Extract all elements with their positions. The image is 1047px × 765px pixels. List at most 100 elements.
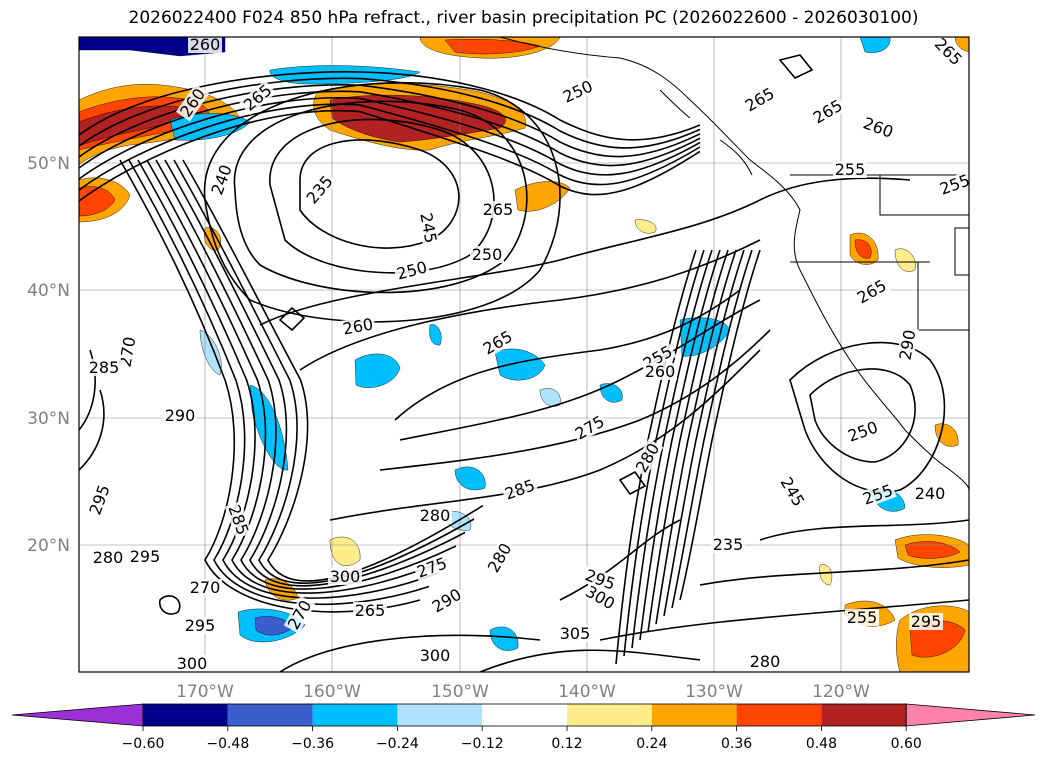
svg-text:235: 235: [713, 535, 744, 554]
neg-anomaly-mid-5: [539, 388, 561, 407]
colorbar-tick-label: 0.24: [636, 736, 667, 752]
svg-text:295: 295: [185, 616, 216, 635]
contour-300-s: [279, 634, 541, 672]
contour-label: 295: [909, 612, 943, 631]
lat-label: 20°N: [27, 536, 70, 556]
svg-text:305: 305: [560, 624, 591, 643]
contour-jet-upper: [79, 96, 701, 180]
contour-label: 260: [643, 362, 677, 381]
svg-text:285: 285: [89, 358, 120, 377]
contour-285: [329, 349, 761, 521]
contour-line: [778, 54, 814, 79]
coastline-islands: [659, 89, 753, 176]
pos-anomaly-east: [934, 423, 959, 447]
svg-text:280: 280: [420, 506, 451, 525]
svg-text:290: 290: [165, 406, 196, 425]
colorbar-tick-label: 0.60: [891, 736, 922, 752]
contour-label: 250: [558, 76, 597, 107]
svg-text:280: 280: [750, 652, 781, 671]
contour-trough-west: [137, 159, 439, 599]
lon-label: 150°W: [431, 682, 489, 702]
neg-anomaly-west-2: [249, 384, 289, 471]
lat-label: 50°N: [27, 154, 70, 174]
svg-text:295: 295: [130, 547, 161, 566]
state-borders: [790, 174, 969, 276]
contour-235-east: [759, 519, 969, 541]
neg-anomaly-mid-2: [494, 348, 546, 381]
contour-jet-upper: [79, 77, 701, 149]
contour-label: 240: [913, 484, 947, 503]
svg-text:280: 280: [93, 548, 124, 567]
contour-240-east: [809, 368, 916, 463]
latitude-labels: 50°N 40°N 30°N 20°N: [27, 154, 70, 556]
svg-text:300: 300: [177, 654, 208, 673]
contour-label: 235: [711, 535, 745, 554]
lon-label: 140°W: [558, 682, 616, 702]
svg-text:265: 265: [355, 601, 386, 620]
contour-295-se: [599, 599, 969, 641]
colorbar-bin: [397, 704, 483, 726]
contour-label: 250: [470, 245, 504, 264]
pos-anomaly-gulf-central-core: [329, 94, 506, 143]
lon-label: 160°W: [303, 682, 361, 702]
contour-295-s: [559, 519, 681, 601]
contour-coastal-front: [663, 249, 745, 617]
contour-coastal-front: [671, 249, 753, 609]
pos-anomaly-north-core: [444, 39, 541, 55]
colorbar-bin: [312, 704, 398, 726]
colorbar-bin: [821, 704, 907, 726]
contour-280: [379, 329, 771, 471]
svg-text:240: 240: [915, 484, 946, 503]
lat-label: 40°N: [27, 281, 70, 301]
contour-275: [399, 299, 761, 441]
colorbar-extend-low: [11, 703, 144, 727]
lon-label: 170°W: [176, 682, 234, 702]
colorbar-tick-label: −0.60: [122, 736, 165, 752]
colorbar-bin: [227, 704, 313, 726]
lat-lon-grid: [79, 37, 969, 672]
colorbar-tick-label: −0.12: [461, 736, 504, 752]
contour-label: 290: [895, 326, 920, 364]
contour-235: [299, 139, 460, 249]
svg-text:300: 300: [330, 567, 361, 586]
pos-anomaly-idaho: [894, 248, 916, 272]
contour-trough-west: [155, 159, 457, 590]
contour-label: 260: [188, 37, 222, 54]
pos-anomaly-baja-core: [904, 541, 961, 559]
contour-label: 265: [481, 200, 515, 219]
colorbar-bin: [567, 704, 652, 726]
svg-text:250: 250: [472, 245, 503, 264]
colorbar-bin: [736, 704, 822, 726]
contour-label: 260: [339, 314, 377, 339]
colorbar-bin: [143, 704, 228, 726]
contour-coastal-front: [679, 249, 761, 601]
svg-text:255: 255: [847, 608, 878, 627]
contour-255: [203, 81, 561, 323]
colorbar-extend-high: [905, 703, 1036, 727]
coastline-main: [499, 37, 969, 491]
colorbar-tick-label: 0.36: [721, 736, 752, 752]
colorbar-tick-label: −0.36: [291, 736, 334, 752]
neg-anomaly-mid-6: [429, 324, 442, 346]
colorbar-bin: [482, 704, 567, 726]
pos-anomaly-mid-gulf: [514, 181, 571, 212]
contour-jet-upper: [79, 71, 701, 141]
contour-label: 285: [87, 358, 121, 377]
pos-anomaly-ne: [954, 37, 969, 53]
contour-250-east: [789, 341, 946, 493]
contour-label: 300: [328, 567, 362, 586]
contour-label: 280: [748, 652, 782, 671]
svg-text:255: 255: [835, 160, 866, 179]
colorbar-tick-label: 0.48: [806, 736, 837, 752]
contour-jet-upper: [79, 103, 701, 191]
neg-anomaly-mid-1: [354, 353, 401, 388]
contour-label: 270: [188, 578, 222, 597]
contour-label: 305: [558, 624, 592, 643]
svg-text:270: 270: [190, 578, 221, 597]
contour-label: 295: [128, 547, 162, 566]
lat-label: 30°N: [27, 409, 70, 429]
contour-label: 255: [833, 160, 867, 179]
contour-label: 290: [163, 406, 197, 425]
contour-250: [233, 100, 528, 294]
pos-anomaly-oregon-core: [854, 239, 872, 259]
